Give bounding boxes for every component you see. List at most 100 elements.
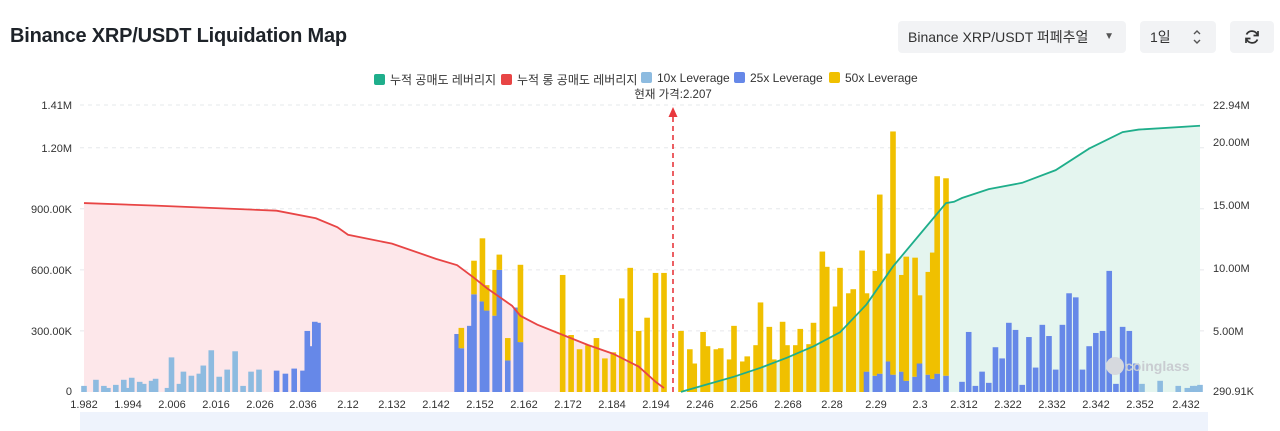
bar-25x — [496, 269, 503, 392]
bar-50x — [744, 356, 751, 392]
bar-50x — [837, 267, 843, 392]
x-tick-label: 2.194 — [642, 399, 670, 411]
bar-25x — [1026, 337, 1032, 392]
x-tick-label: 2.132 — [378, 399, 406, 411]
bar-25x — [934, 373, 940, 392]
bar-50x — [593, 338, 600, 392]
bar-50x — [934, 176, 940, 374]
x-tick-label: 2.246 — [686, 399, 714, 411]
bar-10x — [188, 375, 195, 392]
bar-25x — [1012, 329, 1019, 392]
bar-50x — [757, 302, 764, 392]
bar-25x — [885, 361, 892, 392]
bar-25x — [1086, 346, 1092, 392]
bar-50x — [885, 253, 892, 362]
y-right-tick-label: 20.00M — [1213, 137, 1250, 149]
bar-10x — [196, 373, 203, 392]
bar-25x — [273, 370, 280, 392]
x-tick-label: 2.312 — [950, 399, 978, 411]
legend-item-cum-short[interactable]: 누적 공매도 레버리지 — [374, 71, 496, 88]
legend-item-25x[interactable]: 25x Leverage — [734, 71, 823, 85]
pair-select[interactable]: Binance XRP/USDT 퍼페추얼 ▼ — [898, 21, 1126, 53]
x-tick-label: 2.28 — [821, 399, 842, 411]
bar-25x — [1032, 367, 1039, 392]
bar-10x — [152, 378, 159, 392]
bar-50x — [929, 252, 936, 379]
bar-25x — [916, 363, 923, 392]
bar-50x — [810, 322, 817, 392]
legend-item-cum-long[interactable]: 누적 롱 공매도 레버리지 — [501, 71, 637, 88]
legend-label: 25x Leverage — [750, 71, 823, 85]
bar-25x — [304, 330, 311, 392]
x-tick-label: 2.342 — [1082, 399, 1110, 411]
bar-50x — [823, 266, 830, 392]
chart-legend: 누적 공매도 레버리지 누적 롱 공매도 레버리지 10x Leverage 2… — [0, 71, 1280, 87]
refresh-button[interactable] — [1230, 21, 1274, 53]
y-left-tick-label: 600.00K — [31, 265, 73, 277]
liquidation-chart: 현재 가격:2.207 0 300.00K 600.00K 900.00K 1.20M 1.… — [31, 87, 1255, 411]
bar-25x — [863, 371, 870, 392]
bar-25x — [479, 301, 486, 392]
bar-50x — [458, 327, 465, 349]
legend-item-10x[interactable]: 10x Leverage — [641, 71, 730, 85]
bar-25x — [903, 380, 910, 392]
x-tick-label: 2.352 — [1126, 399, 1154, 411]
bar-10x — [113, 384, 119, 392]
bar-50x — [850, 289, 857, 392]
page-title: Binance XRP/USDT Liquidation Map — [10, 25, 347, 47]
bar-25x — [876, 373, 883, 392]
bar-50x — [568, 335, 574, 392]
bar-50x — [635, 330, 642, 392]
bar-50x — [766, 326, 773, 392]
bar-10x — [240, 385, 246, 392]
coinglass-logo-icon — [1106, 357, 1124, 375]
bar-25x — [999, 358, 1005, 392]
bar-50x — [832, 306, 839, 392]
bar-25x — [943, 375, 949, 392]
bar-50x — [872, 270, 879, 376]
bar-25x — [1099, 330, 1106, 392]
bar-25x — [972, 385, 979, 392]
bar-50x — [793, 345, 799, 392]
range-select[interactable]: 1일 — [1140, 21, 1216, 53]
bar-50x — [496, 254, 503, 270]
bar-50x — [943, 178, 949, 376]
bar-50x — [731, 325, 737, 392]
bar-25x — [504, 360, 511, 392]
bar-10x — [105, 387, 111, 392]
bar-50x — [517, 264, 524, 343]
bar-25x — [291, 368, 297, 392]
bar-50x — [797, 328, 804, 392]
legend-item-50x[interactable]: 50x Leverage — [829, 71, 918, 85]
chart-scrollbar[interactable] — [80, 412, 1208, 431]
bar-25x — [899, 371, 905, 392]
refresh-icon — [1245, 30, 1259, 44]
bar-50x — [713, 349, 720, 392]
bar-10x — [1189, 385, 1196, 392]
x-tick-label: 2.006 — [158, 399, 186, 411]
bar-50x — [846, 293, 852, 392]
bar-10x — [1157, 380, 1163, 392]
bar-25x — [979, 371, 985, 392]
pair-select-value: Binance XRP/USDT 퍼페추얼 — [908, 29, 1089, 45]
bar-25x — [1126, 330, 1133, 392]
caret-down-icon: ▼ — [1104, 31, 1114, 42]
x-tick-label: 2.184 — [598, 399, 626, 411]
bar-50x — [863, 293, 870, 372]
x-tick-label: 2.29 — [865, 399, 886, 411]
bar-25x — [890, 374, 896, 392]
bar-50x — [916, 295, 923, 364]
bar-10x — [180, 371, 187, 392]
bar-50x — [700, 331, 706, 392]
x-tick-label: 1.982 — [70, 399, 98, 411]
bar-50x — [610, 352, 617, 392]
bar-25x — [1006, 322, 1012, 392]
x-tick-label: 2.016 — [202, 399, 230, 411]
y-left-tick-label: 300.00K — [31, 326, 73, 338]
bar-10x — [208, 350, 215, 392]
bar-10x — [136, 381, 143, 392]
bar-25x — [466, 325, 473, 392]
bar-50x — [726, 359, 733, 392]
x-tick-label: 2.268 — [774, 399, 802, 411]
bar-25x — [1039, 324, 1046, 392]
